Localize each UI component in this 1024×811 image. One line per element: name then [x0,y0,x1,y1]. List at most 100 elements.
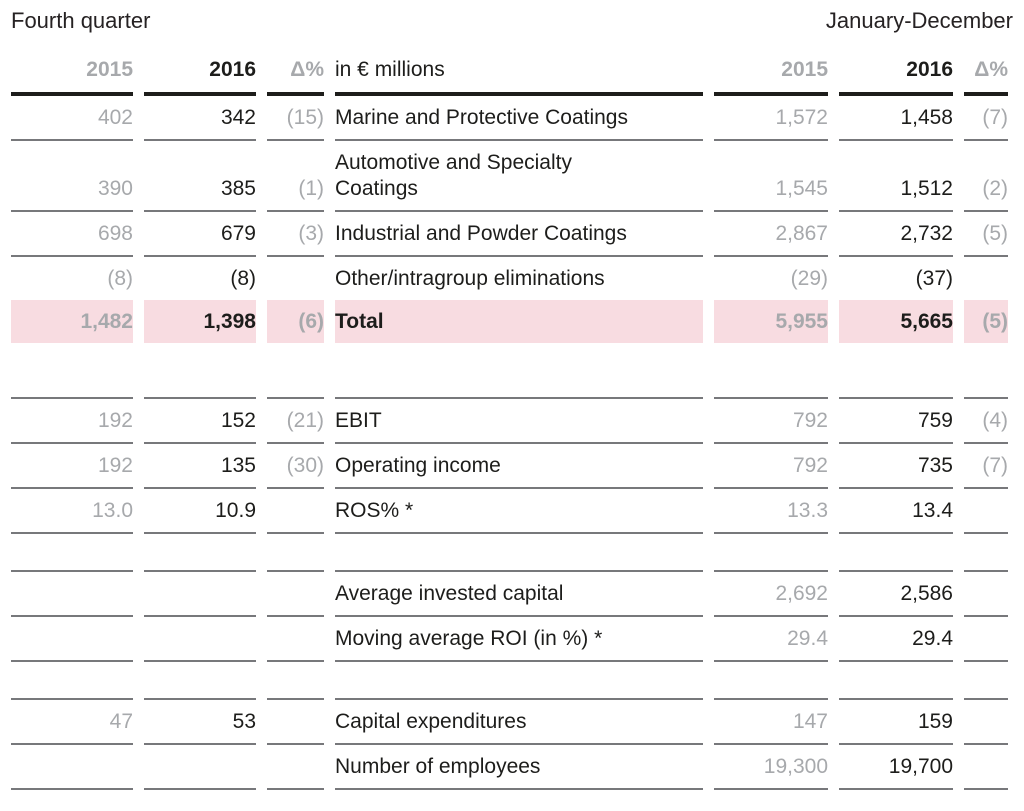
cell-jd-delta [964,257,1008,300]
cell-fq-delta [267,489,324,534]
left-period-label: Fourth quarter [11,8,151,33]
cell-fq-delta [267,572,324,617]
cell-fq-2015: 390 [11,141,133,212]
cell-fq-2016 [144,617,256,662]
cell-jd-2015 [714,343,828,399]
cell-jd-delta [964,662,1008,700]
cell-jd-2016: 29.4 [839,617,953,662]
cell-fq-2016 [144,745,256,790]
cell-row-label: ROS% * [335,489,703,534]
cell-jd-2016: 13.4 [839,489,953,534]
cell-fq-2016: 10.9 [144,489,256,534]
cell-row-label: Industrial and Powder Coatings [335,212,703,257]
header-jd-2015: 2015 [714,33,828,96]
cell-row-label: Automotive and Specialty Coatings [335,141,703,212]
cell-fq-2016 [144,572,256,617]
cell-fq-delta [267,534,324,572]
column-header-row: 2015 2016 Δ% in € millions 2015 2016 Δ% [11,33,1008,96]
cell-fq-delta: (21) [267,399,324,444]
cell-jd-2015: 792 [714,444,828,489]
table-row: 13.0 10.9 ROS% * 13.3 13.4 [11,489,1008,534]
cell-fq-2016 [144,662,256,700]
table-row [11,534,1008,572]
table-row: 192 152 (21) EBIT 792 759 (4) [11,399,1008,444]
table-row: 192 135 (30) Operating income 792 735 (7) [11,444,1008,489]
cell-jd-2016 [839,343,953,399]
cell-fq-2015 [11,572,133,617]
cell-row-label [335,343,703,399]
cell-fq-2016: (8) [230,267,256,290]
cell-fq-delta [267,257,324,300]
cell-jd-2016: 159 [839,700,953,745]
cell-jd-2016: 5,665 [839,300,953,343]
cell-fq-2016: 53 [144,700,256,745]
cell-jd-2015: 792 [714,399,828,444]
cell-jd-2016: 2,586 [839,572,953,617]
table-row: 402 342 (15) Marine and Protective Coatings… [11,96,1008,141]
header-fq-delta: Δ% [267,33,324,96]
cell-jd-delta: (2) [964,141,1008,212]
cell-jd-2016: 1,458 [839,96,953,141]
cell-jd-2015 [714,534,828,572]
cell-jd-delta: (5) [964,300,1008,343]
cell-fq-2016: 385 [144,141,256,212]
header-jd-delta: Δ% [964,33,1008,96]
cell-jd-delta [964,700,1008,745]
cell-fq-delta [267,617,324,662]
cell-jd-2016: 735 [839,444,953,489]
cell-jd-2015: 19,300 [714,745,828,790]
cell-jd-delta [964,572,1008,617]
table-row: (8) (8) Other/intragroup eliminations (29) (… [11,257,1008,300]
cell-jd-2015: 2,867 [714,212,828,257]
table-row: Number of employees 19,300 19,700 [11,745,1008,790]
cell-jd-delta [964,534,1008,572]
cell-jd-2015: 1,545 [714,141,828,212]
cell-fq-delta: (1) [267,141,324,212]
header-fq-2015: 2015 [11,33,133,96]
table-row [11,343,1008,399]
cell-jd-2016 [839,534,953,572]
cell-fq-2015: 1,482 [11,300,133,343]
cell-jd-2016: 1,512 [839,141,953,212]
cell-fq-delta [267,343,324,399]
cell-row-label: Operating income [335,444,703,489]
total-row: 1,482 1,398 (6) Total 5,955 5,665 (5) [11,300,1008,343]
cell-fq-2016 [144,534,256,572]
period-header: Fourth quarter January-December [0,0,1024,33]
cell-fq-delta: (3) [267,212,324,257]
cell-fq-2016: 1,398 [144,300,256,343]
cell-jd-2016: 2,732 [839,212,953,257]
table-row [11,662,1008,700]
cell-jd-2016: (37) [915,267,953,290]
cell-fq-2016: 679 [144,212,256,257]
table-row: Moving average ROI (in %) * 29.4 29.4 [11,617,1008,662]
cell-fq-2015: (8) [107,267,133,290]
cell-row-label: Other/intragroup eliminations [335,267,605,290]
cell-jd-2015: (29) [790,267,828,290]
cell-fq-delta [267,662,324,700]
cell-row-label: Average invested capital [335,572,703,617]
cell-jd-delta [964,745,1008,790]
table-row: Average invested capital 2,692 2,586 [11,572,1008,617]
cell-fq-2015 [11,343,133,399]
cell-jd-delta: (7) [964,444,1008,489]
cell-jd-2016: 19,700 [839,745,953,790]
cell-fq-delta: (30) [267,444,324,489]
cell-jd-2015: 1,572 [714,96,828,141]
cell-fq-delta: (15) [267,96,324,141]
cell-row-label: Capital expenditures [335,700,703,745]
table-body: 402 342 (15) Marine and Protective Coatings… [11,96,1008,790]
cell-row-label: Moving average ROI (in %) * [335,617,703,662]
cell-fq-2016: 135 [144,444,256,489]
cell-jd-2015: 29.4 [714,617,828,662]
cell-jd-delta [964,489,1008,534]
cell-fq-2015: 402 [11,96,133,141]
cell-jd-2015: 5,955 [714,300,828,343]
cell-fq-delta [267,700,324,745]
cell-fq-2016: 152 [144,399,256,444]
cell-fq-2015: 13.0 [11,489,133,534]
cell-fq-2015: 698 [11,212,133,257]
cell-fq-2015: 192 [11,444,133,489]
cell-fq-2015 [11,745,133,790]
